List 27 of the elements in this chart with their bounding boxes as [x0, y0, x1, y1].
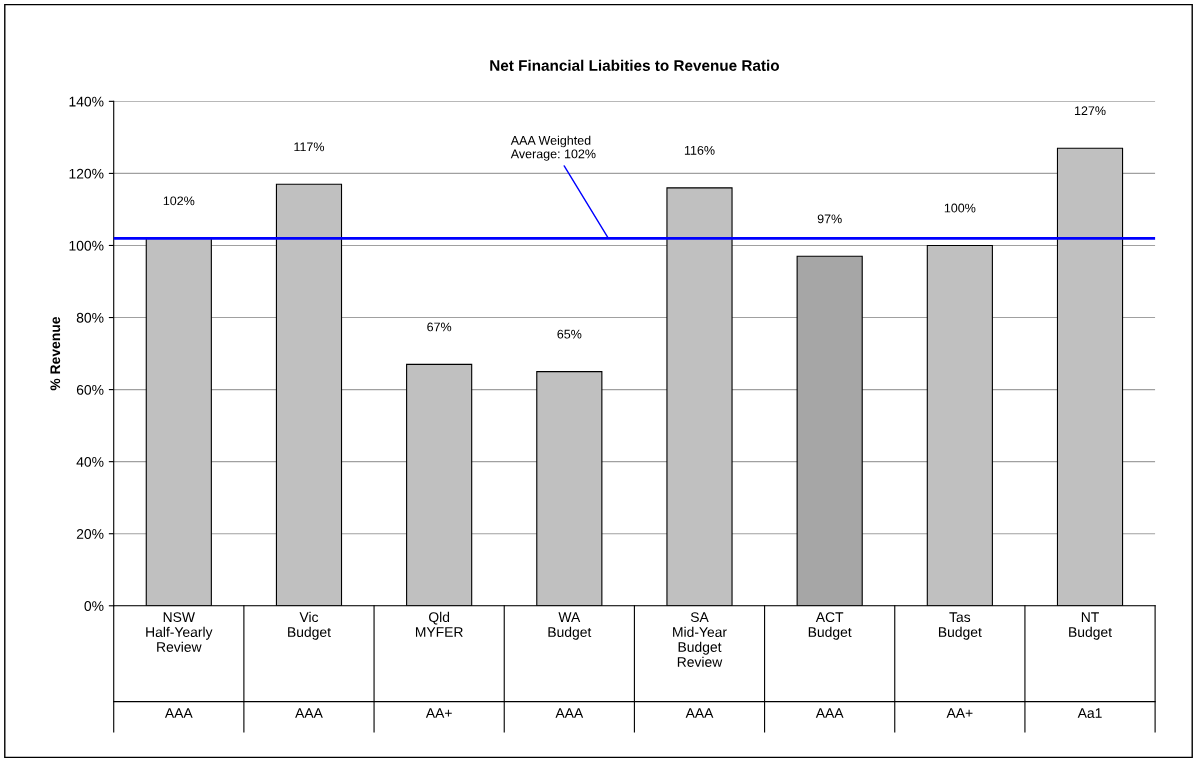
y-tick-label: 120%	[69, 168, 104, 179]
y-tick-label: 40%	[76, 457, 104, 467]
data-label: 102%	[163, 196, 195, 206]
y-tick-label: 20%	[76, 529, 104, 539]
data-label: 65%	[557, 329, 582, 339]
y-tick-label: 140%	[69, 96, 104, 107]
category-label: Qld MYFER AA+	[415, 611, 463, 718]
category-label: Tas Budget AA+	[938, 612, 982, 718]
data-label: 116%	[684, 145, 715, 155]
y-tick-label: 60%	[76, 384, 104, 395]
ref-line-label: AAA Weighted Average: 102%	[510, 135, 596, 161]
category-label: NSW Half-Yearly Review AAA	[146, 612, 213, 718]
y-axis-title: % Revenue	[50, 316, 61, 391]
category-label: NT Budget Aa1	[1069, 612, 1112, 718]
category-label: ACT Budget AAA	[808, 612, 852, 718]
category-label: SA Mid-Year Budget Review AAA	[673, 612, 727, 718]
y-tick-label: 0%	[84, 601, 104, 611]
y-tick-label: 80%	[76, 312, 104, 323]
data-label: 97%	[817, 214, 842, 224]
y-tick-label: 100%	[69, 240, 104, 251]
data-label: 100%	[944, 203, 976, 213]
data-label: 127%	[1074, 106, 1106, 116]
category-label: Vic Budget AAA	[288, 611, 331, 718]
category-label: WA Budget AAA	[548, 612, 592, 718]
data-label: 117%	[294, 142, 325, 152]
data-label: 67%	[427, 322, 452, 332]
chart-title: Net Financial Liabities to Revenue Ratio	[490, 59, 779, 71]
